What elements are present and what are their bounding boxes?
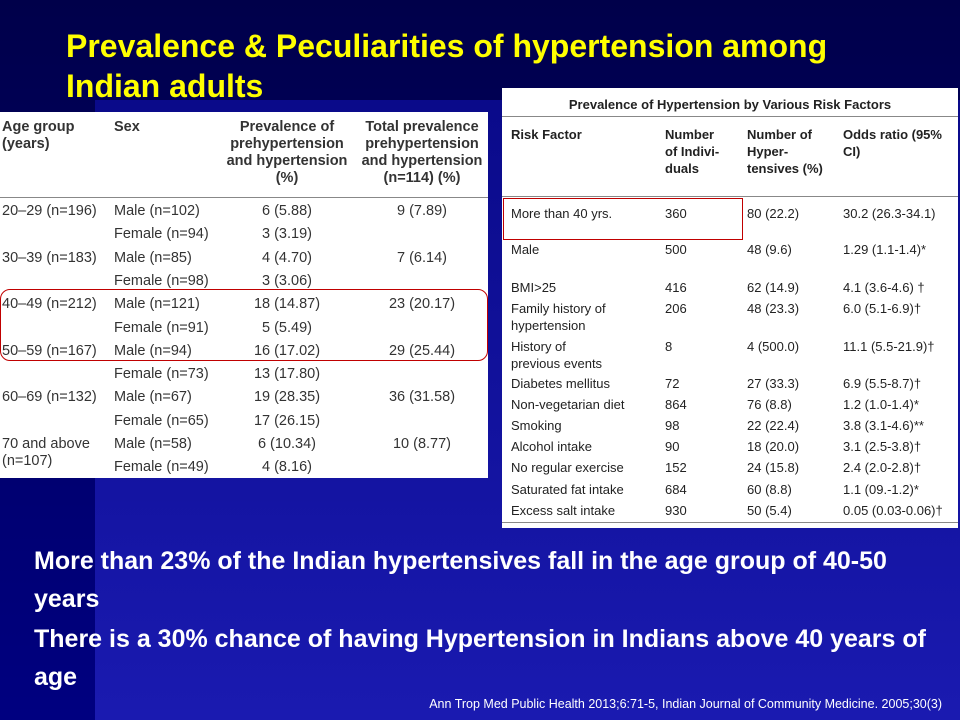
citation: Ann Trop Med Public Health 2013;6:71-5, …: [429, 697, 942, 711]
table-cell: 1.1 (09.-1.2)*: [843, 481, 919, 498]
table-cell: 930: [665, 502, 687, 519]
table-cell: 500: [665, 241, 687, 258]
table-cell: Family history of hypertension: [511, 300, 616, 334]
highlight-box: [0, 289, 488, 361]
column-header: Age group (years): [2, 119, 110, 153]
highlight-box: [503, 198, 743, 240]
table-cell: 76 (8.8): [747, 396, 792, 413]
table-cell: 6 (5.88): [222, 203, 352, 220]
table-cell: Female (n=49): [114, 459, 224, 476]
table-cell: 9 (7.89): [356, 203, 488, 220]
table-cell: Non-vegetarian diet: [511, 396, 624, 413]
table-cell: 8: [665, 338, 672, 355]
table-cell: Male (n=67): [114, 389, 224, 406]
table-cell: 3 (3.06): [222, 273, 352, 290]
bullet: There is a 30% chance of having Hyperten…: [34, 620, 934, 696]
age-table: Age group (years)SexPrevalence of prehyp…: [0, 112, 488, 478]
header-rule: [0, 197, 488, 198]
bottom-rule: [502, 522, 958, 523]
table-cell: 80 (22.2): [747, 205, 799, 222]
table-cell: Smoking: [511, 417, 562, 434]
table-cell: History of previous events: [511, 338, 616, 372]
table-cell: Male: [511, 241, 539, 258]
table-cell: Male (n=58): [114, 436, 224, 453]
table-cell: 6.0 (5.1-6.9)†: [843, 300, 921, 317]
table-cell: 17 (26.15): [222, 413, 352, 430]
table-cell: Diabetes mellitus: [511, 375, 610, 392]
table-cell: 3.8 (3.1-4.6)**: [843, 417, 924, 434]
table-cell: 1.2 (1.0-1.4)*: [843, 396, 919, 413]
table-cell: 90: [665, 438, 679, 455]
table-cell: 48 (23.3): [747, 300, 799, 317]
table-title: Prevalence of Hypertension by Various Ri…: [502, 96, 958, 113]
table-cell: 22 (22.4): [747, 417, 799, 434]
column-header: Number of Indivi- duals: [665, 126, 727, 177]
column-header: Total prevalence prehypertension and hyp…: [356, 119, 488, 187]
table-cell: 30.2 (26.3-34.1): [843, 205, 936, 222]
table-cell: 206: [665, 300, 687, 317]
table-cell: 0.05 (0.03-0.06)†: [843, 502, 943, 519]
table-cell: BMI>25: [511, 279, 556, 296]
bullet: More than 23% of the Indian hypertensive…: [34, 542, 934, 618]
table-cell: 864: [665, 396, 687, 413]
table-cell: 24 (15.8): [747, 459, 799, 476]
table-cell: 2.4 (2.0-2.8)†: [843, 459, 921, 476]
table-cell: 13 (17.80): [222, 366, 352, 383]
column-header: Odds ratio (95% CI): [843, 126, 955, 160]
table-cell: Saturated fat intake: [511, 481, 624, 498]
table-cell: 152: [665, 459, 687, 476]
table-cell: 50 (5.4): [747, 502, 792, 519]
table-cell: Excess salt intake: [511, 502, 615, 519]
table-cell: 4 (8.16): [222, 459, 352, 476]
column-header: Number of Hyper- tensives (%): [747, 126, 837, 177]
table-cell: Male (n=85): [114, 250, 224, 267]
table-cell: 18 (20.0): [747, 438, 799, 455]
table-cell: 1.29 (1.1-1.4)*: [843, 241, 926, 258]
table-cell: 4 (500.0): [747, 338, 799, 355]
table-cell: 19 (28.35): [222, 389, 352, 406]
column-header: Risk Factor: [511, 126, 661, 143]
table-cell: 6 (10.34): [222, 436, 352, 453]
title-rule: [502, 116, 958, 117]
table-cell: 6.9 (5.5-8.7)†: [843, 375, 921, 392]
table-cell: 60 (8.8): [747, 481, 792, 498]
table-cell: Female (n=65): [114, 413, 224, 430]
column-header: Sex: [114, 119, 224, 136]
table-cell: 62 (14.9): [747, 279, 799, 296]
table-cell: 60–69 (n=132): [2, 389, 110, 406]
table-cell: 7 (6.14): [356, 250, 488, 267]
table-cell: 30–39 (n=183): [2, 250, 110, 267]
table-cell: Female (n=98): [114, 273, 224, 290]
table-cell: 72: [665, 375, 679, 392]
table-cell: Male (n=102): [114, 203, 224, 220]
table-cell: 10 (8.77): [356, 436, 488, 453]
table-cell: 4 (4.70): [222, 250, 352, 267]
risk-table: Prevalence of Hypertension by Various Ri…: [502, 88, 958, 528]
table-cell: 4.1 (3.6-4.6) †: [843, 279, 925, 296]
table-cell: Female (n=73): [114, 366, 224, 383]
header-rule: [502, 196, 958, 197]
column-header: Prevalence of prehypertension and hypert…: [222, 119, 352, 187]
table-cell: 98: [665, 417, 679, 434]
table-cell: 36 (31.58): [356, 389, 488, 406]
table-cell: 48 (9.6): [747, 241, 792, 258]
table-cell: 70 and above (n=107): [2, 436, 110, 470]
table-cell: 3.1 (2.5-3.8)†: [843, 438, 921, 455]
table-cell: Alcohol intake: [511, 438, 592, 455]
table-cell: 684: [665, 481, 687, 498]
table-cell: Female (n=94): [114, 226, 224, 243]
table-cell: 11.1 (5.5-21.9)†: [843, 338, 935, 355]
table-cell: 3 (3.19): [222, 226, 352, 243]
table-cell: No regular exercise: [511, 459, 624, 476]
table-cell: 20–29 (n=196): [2, 203, 110, 220]
table-cell: 416: [665, 279, 687, 296]
table-cell: 27 (33.3): [747, 375, 799, 392]
